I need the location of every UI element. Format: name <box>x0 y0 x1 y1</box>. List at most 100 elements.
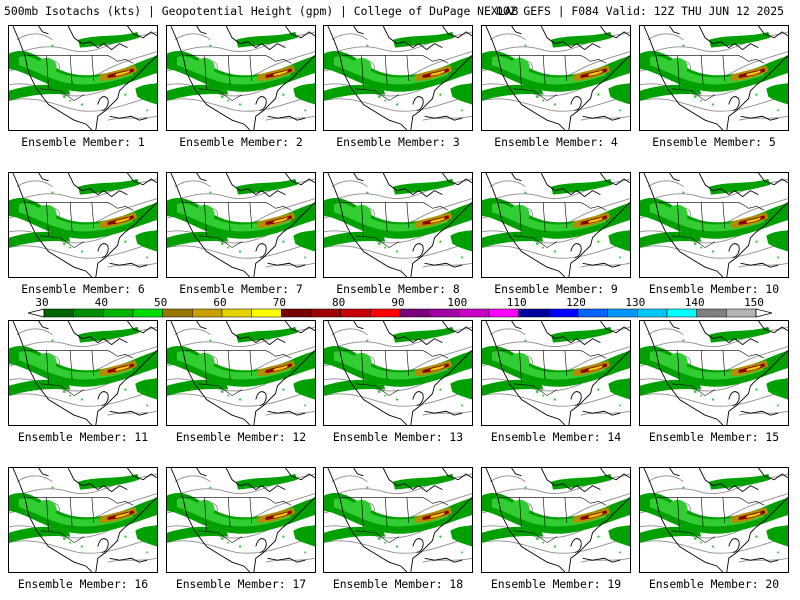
ensemble-member-map-svg <box>167 321 315 425</box>
coastlines <box>485 26 630 130</box>
coastlines <box>485 173 630 277</box>
coastlines <box>170 26 315 130</box>
ensemble-member-map-svg <box>640 468 788 572</box>
colorbar-tick-40: 40 <box>95 296 108 309</box>
ensemble-member-map-14[interactable] <box>481 320 631 426</box>
colorbar-swatch-23 <box>696 308 727 318</box>
ensemble-member-map-7[interactable] <box>166 172 316 278</box>
isotach-fill <box>324 326 472 400</box>
ensemble-member-map-12[interactable] <box>166 320 316 426</box>
ensemble-member-map-svg <box>324 321 472 425</box>
ensemble-member-map-svg <box>324 468 472 572</box>
colorbar-swatch-13 <box>399 308 430 318</box>
ensemble-member-map-svg <box>167 173 315 277</box>
isotach-speckles <box>209 486 307 554</box>
height-contours <box>9 326 157 416</box>
borders <box>499 350 607 396</box>
colorbar-tick-labels: 30405060708090100110120130140150160170 <box>35 296 764 309</box>
borders <box>26 497 134 543</box>
ensemble-member-label-17: Ensemble Member: 17 <box>175 577 307 591</box>
isotach-speckles <box>524 339 622 407</box>
borders <box>184 497 292 543</box>
isotach-fill <box>9 31 157 105</box>
coastlines <box>170 468 315 572</box>
ensemble-member-map-15[interactable] <box>639 320 789 426</box>
isotach-speckles <box>51 486 149 554</box>
ensemble-member-map-17[interactable] <box>166 467 316 573</box>
isotach-speckles <box>682 339 780 407</box>
ensemble-member-map-6[interactable] <box>8 172 158 278</box>
coastlines <box>12 26 157 130</box>
colorbar-swatch-9 <box>281 308 312 318</box>
colorbar-swatch-19 <box>577 308 608 318</box>
ensemble-member-map-svg <box>482 26 630 130</box>
borders <box>26 55 134 101</box>
ensemble-member-map-9[interactable] <box>481 172 631 278</box>
isotach-fill <box>9 326 157 400</box>
ensemble-member-map-10[interactable] <box>639 172 789 278</box>
ensemble-member-label-3: Ensemble Member: 3 <box>336 135 460 149</box>
ensemble-member-label-6: Ensemble Member: 6 <box>21 282 145 296</box>
isotach-fill <box>167 178 315 252</box>
ensemble-member-map-1[interactable] <box>8 25 158 131</box>
borders <box>341 497 449 543</box>
colorbar-swatch-18 <box>548 308 579 318</box>
ensemble-member-map-svg <box>482 321 630 425</box>
ensemble-member-map-20[interactable] <box>639 467 789 573</box>
header-title: 500mb Isotachs (kts) | Geopotential Heig… <box>4 4 519 18</box>
ensemble-member-map-5[interactable] <box>639 25 789 131</box>
colorbar-tick-130: 130 <box>625 296 645 309</box>
ensemble-member-map-3[interactable] <box>323 25 473 131</box>
colorbar-swatch-7 <box>221 308 252 318</box>
coastlines <box>327 173 472 277</box>
borders <box>499 497 607 543</box>
borders <box>499 202 607 248</box>
isotach-fill <box>167 326 315 400</box>
ensemble-member-label-1: Ensemble Member: 1 <box>21 135 145 149</box>
isotach-fill <box>482 473 630 547</box>
borders <box>657 202 765 248</box>
coastlines <box>327 26 472 130</box>
colorbar-left-arrow <box>27 308 45 318</box>
isotach-speckles <box>682 191 780 259</box>
coastlines <box>643 173 788 277</box>
coastlines <box>12 173 157 277</box>
colorbar-swatch-24 <box>726 308 757 318</box>
coastlines <box>485 468 630 572</box>
isotach-fill <box>482 31 630 105</box>
ensemble-member-map-8[interactable] <box>323 172 473 278</box>
colorbar-tick-50: 50 <box>154 296 167 309</box>
colorbar-swatches <box>43 308 757 318</box>
ensemble-member-map-svg <box>9 26 157 130</box>
isotach-fill <box>324 31 472 105</box>
ensemble-member-map-19[interactable] <box>481 467 631 573</box>
isotach-fill <box>640 178 788 252</box>
borders <box>657 497 765 543</box>
isotach-fill <box>324 473 472 547</box>
ensemble-member-map-4[interactable] <box>481 25 631 131</box>
ensemble-member-map-svg <box>482 173 630 277</box>
colorbar-swatch-16 <box>488 308 519 318</box>
borders <box>657 350 765 396</box>
ensemble-member-map-11[interactable] <box>8 320 158 426</box>
colorbar-swatch-11 <box>340 308 371 318</box>
ensemble-member-label-11: Ensemble Member: 11 <box>17 430 149 444</box>
ensemble-member-label-5: Ensemble Member: 5 <box>652 135 776 149</box>
header-run-info: 00Z GEFS | F084 Valid: 12Z THU JUN 12 20… <box>495 4 784 18</box>
ensemble-member-map-13[interactable] <box>323 320 473 426</box>
isotach-speckles <box>366 44 464 112</box>
colorbar-swatch-22 <box>666 308 697 318</box>
isotach-fill <box>9 178 157 252</box>
ensemble-member-map-18[interactable] <box>323 467 473 573</box>
isotach-speckles <box>209 339 307 407</box>
borders <box>657 55 765 101</box>
ensemble-member-label-8: Ensemble Member: 8 <box>336 282 460 296</box>
coastlines <box>643 26 788 130</box>
colorbar-swatch-8 <box>251 308 282 318</box>
ensemble-member-label-14: Ensemble Member: 14 <box>490 430 622 444</box>
isotach-speckles <box>366 191 464 259</box>
isotach-speckles <box>366 339 464 407</box>
ensemble-member-map-16[interactable] <box>8 467 158 573</box>
ensemble-member-map-svg <box>640 173 788 277</box>
ensemble-member-map-2[interactable] <box>166 25 316 131</box>
